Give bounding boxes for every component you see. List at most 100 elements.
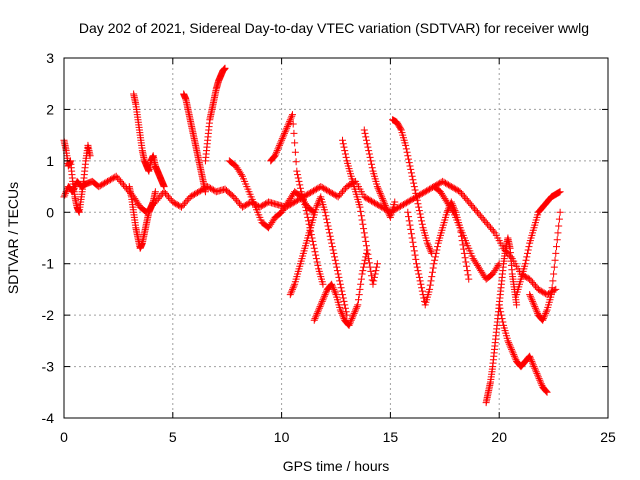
data-point bbox=[188, 192, 196, 200]
data-point bbox=[294, 171, 302, 179]
data-point bbox=[312, 255, 320, 263]
data-point bbox=[347, 318, 355, 326]
data-point bbox=[195, 188, 203, 196]
series-sat-f bbox=[201, 64, 229, 165]
data-point bbox=[476, 212, 484, 220]
data-point bbox=[424, 186, 432, 194]
data-point bbox=[527, 277, 535, 285]
data-point bbox=[354, 301, 362, 309]
data-point bbox=[531, 366, 539, 374]
data-point bbox=[364, 143, 372, 151]
data-point bbox=[465, 198, 473, 206]
data-point bbox=[238, 203, 246, 211]
data-point bbox=[111, 173, 119, 181]
data-point bbox=[415, 270, 423, 278]
data-point bbox=[314, 200, 322, 208]
data-point bbox=[221, 64, 229, 72]
series-sat-h bbox=[267, 111, 327, 288]
data-point bbox=[448, 207, 456, 215]
data-point bbox=[228, 192, 236, 200]
data-point bbox=[201, 188, 209, 196]
data-point bbox=[323, 219, 331, 227]
data-point bbox=[529, 361, 537, 369]
data-point bbox=[412, 255, 420, 263]
data-point bbox=[468, 201, 476, 209]
data-point bbox=[343, 183, 351, 191]
data-point bbox=[360, 193, 368, 201]
data-point bbox=[186, 193, 194, 201]
data-point bbox=[463, 196, 471, 204]
data-point bbox=[366, 196, 374, 204]
data-point bbox=[293, 167, 301, 175]
x-tick-label: 5 bbox=[169, 429, 177, 445]
data-point bbox=[529, 359, 537, 367]
data-point bbox=[365, 150, 373, 158]
data-point bbox=[240, 202, 248, 210]
data-point bbox=[523, 273, 531, 281]
data-point bbox=[317, 301, 325, 309]
data-point bbox=[331, 253, 339, 261]
data-point bbox=[241, 201, 249, 209]
data-point bbox=[543, 388, 551, 396]
data-point bbox=[346, 320, 354, 328]
data-point bbox=[323, 186, 331, 194]
data-point bbox=[431, 253, 439, 261]
data-point bbox=[179, 201, 187, 209]
data-point bbox=[233, 196, 241, 204]
data-point bbox=[409, 176, 417, 184]
data-point bbox=[321, 208, 329, 216]
x-tick-label: 25 bbox=[600, 429, 616, 445]
data-point bbox=[376, 189, 384, 197]
data-point bbox=[362, 136, 370, 144]
data-point bbox=[288, 112, 296, 120]
data-point bbox=[352, 304, 360, 312]
data-point bbox=[315, 304, 323, 312]
data-point bbox=[379, 196, 387, 204]
y-tick-label: -4 bbox=[42, 410, 55, 426]
data-point bbox=[317, 299, 325, 307]
data-point bbox=[365, 255, 373, 263]
y-tick-label: 2 bbox=[46, 101, 54, 117]
data-point bbox=[288, 111, 296, 119]
data-point bbox=[442, 179, 450, 187]
data-point bbox=[504, 337, 512, 345]
data-point bbox=[511, 354, 519, 362]
data-point bbox=[288, 285, 296, 293]
data-point bbox=[405, 213, 413, 221]
data-point bbox=[555, 215, 563, 223]
data-point bbox=[326, 232, 334, 240]
data-point bbox=[460, 249, 468, 257]
data-point bbox=[205, 183, 213, 191]
data-point bbox=[508, 345, 516, 353]
data-point bbox=[526, 291, 534, 299]
data-point bbox=[410, 183, 418, 191]
data-point bbox=[549, 287, 557, 295]
data-point bbox=[275, 141, 283, 149]
data-point bbox=[473, 208, 481, 216]
data-point bbox=[337, 284, 345, 292]
data-point bbox=[96, 182, 104, 190]
data-point bbox=[439, 177, 447, 185]
data-point bbox=[429, 264, 437, 272]
data-point bbox=[182, 198, 190, 206]
data-point bbox=[357, 207, 365, 215]
data-point bbox=[542, 387, 550, 395]
data-point bbox=[394, 204, 402, 212]
data-point bbox=[526, 292, 534, 300]
data-point bbox=[118, 179, 126, 187]
data-point bbox=[463, 267, 471, 275]
data-point bbox=[533, 308, 541, 316]
data-point bbox=[86, 152, 94, 160]
data-point bbox=[183, 196, 191, 204]
data-point bbox=[531, 304, 539, 312]
data-point bbox=[431, 256, 439, 264]
data-point bbox=[259, 201, 267, 209]
data-point bbox=[372, 267, 380, 275]
data-point bbox=[423, 187, 431, 195]
data-point bbox=[61, 191, 69, 199]
data-point bbox=[524, 246, 532, 254]
series-sat-k bbox=[339, 136, 381, 288]
data-point bbox=[95, 183, 103, 191]
data-point bbox=[340, 143, 348, 151]
data-point bbox=[359, 220, 367, 228]
